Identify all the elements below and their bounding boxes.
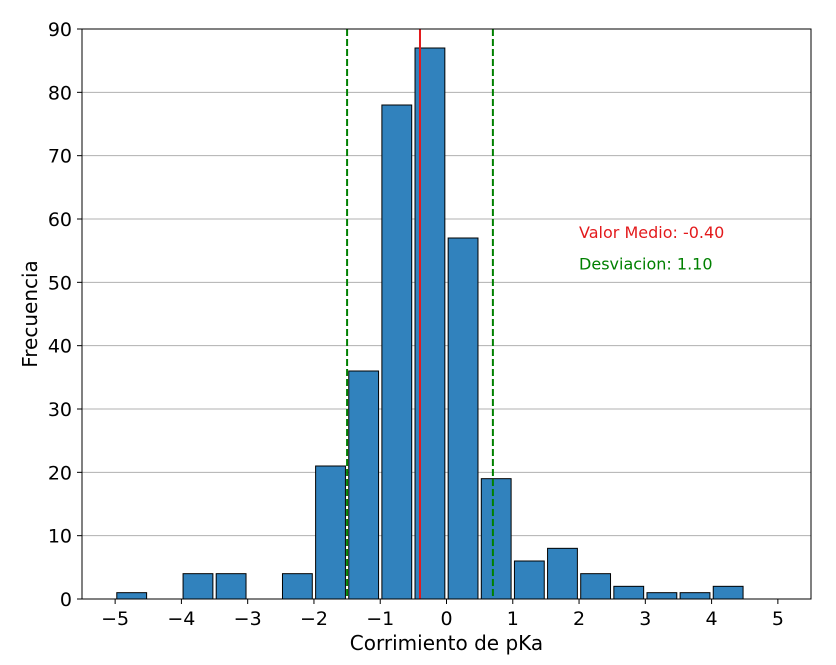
histogram-bars (116, 47, 744, 600)
x-tick-label: −2 (300, 608, 328, 630)
x-tick-label: −5 (101, 608, 129, 630)
x-tick-label: −3 (234, 608, 262, 630)
histogram-bar (315, 465, 346, 600)
stat-annotation: Valor Medio: -0.40 (579, 223, 724, 242)
y-tick-label: 60 (48, 209, 72, 231)
x-tick-label: 0 (440, 608, 452, 630)
histogram-bar (679, 592, 711, 600)
y-tick-label: 80 (48, 82, 72, 104)
x-tick-label: −1 (366, 608, 394, 630)
x-tick-label: 2 (573, 608, 585, 630)
y-tick-label: 30 (48, 399, 72, 421)
x-axis-label: Corrimiento de pKa (350, 631, 543, 655)
reference-lines (346, 29, 494, 599)
annotations: Valor Medio: -0.40 Desviacion: 1.10 (579, 223, 724, 274)
histogram-bar (547, 547, 578, 600)
y-tick-label: 40 (48, 336, 72, 358)
histogram-bar (613, 585, 645, 600)
x-tick-label: 4 (706, 608, 718, 630)
x-tick-label: 1 (507, 608, 519, 630)
y-tick-label: 70 (48, 146, 72, 168)
grid-lines (82, 91, 811, 537)
x-tick-label: 3 (639, 608, 651, 630)
y-tick-label: 0 (60, 589, 72, 611)
histogram-bar (646, 592, 678, 600)
histogram-bar (348, 370, 380, 600)
y-tick-label: 50 (48, 272, 72, 294)
histogram-bar (116, 592, 148, 600)
histogram-bar (513, 560, 545, 600)
y-tick-label: 20 (48, 462, 72, 484)
histogram-bar (381, 104, 413, 600)
histogram-bar (447, 237, 479, 600)
y-tick-label: 10 (48, 526, 72, 548)
plot-area-frame (81, 28, 812, 600)
histogram-bar (480, 478, 512, 600)
histogram-bar (182, 573, 214, 600)
histogram-bar (712, 585, 744, 600)
y-tick-label: 90 (48, 19, 72, 41)
x-tick-label: 5 (772, 608, 784, 630)
x-tick-label: −4 (167, 608, 195, 630)
histogram-bar (580, 573, 612, 600)
histogram-bar (281, 573, 313, 600)
histogram-bar (215, 573, 247, 600)
y-axis-label: Frecuencia (18, 260, 42, 368)
stat-annotation: Desviacion: 1.10 (579, 255, 713, 274)
